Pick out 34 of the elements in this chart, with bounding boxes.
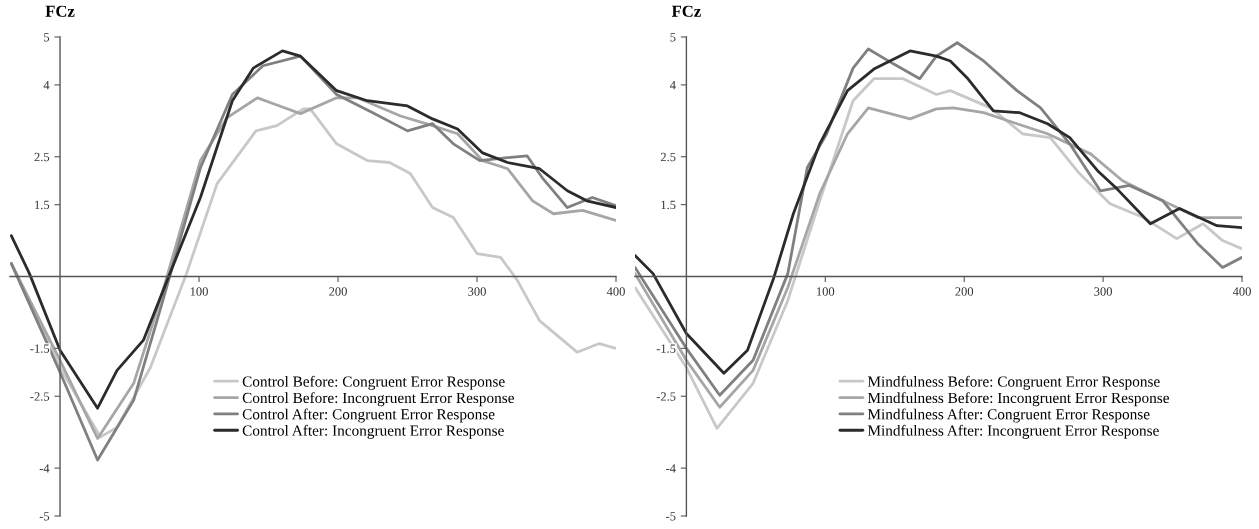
y-tick-label: -2.5 bbox=[30, 392, 50, 401]
legend-label: Control After: Incongruent Error Response bbox=[242, 424, 504, 439]
y-tick-label: 5 bbox=[670, 33, 676, 42]
y-tick-label: -4 bbox=[666, 464, 676, 473]
legend-label: Mindfulness Before: Incongruent Error Response bbox=[867, 392, 1169, 407]
y-tick-label: 2.5 bbox=[34, 152, 50, 162]
y-tick-label: 4 bbox=[43, 81, 50, 90]
y-tick-label: -1.5 bbox=[656, 344, 676, 353]
legend-label: Control After: Congruent Error Response bbox=[242, 408, 495, 423]
legend-label: Mindfulness Before: Congruent Error Response bbox=[867, 375, 1160, 390]
y-axis-title: FCz bbox=[671, 5, 701, 17]
y-tick-label: 2.5 bbox=[660, 152, 676, 162]
x-tick-label: 200 bbox=[329, 287, 347, 296]
x-tick-label: 300 bbox=[468, 287, 486, 296]
x-tick-label: 400 bbox=[1232, 287, 1251, 296]
legend-label: Mindfulness After: Incongruent Error Response bbox=[867, 424, 1159, 439]
x-tick-label: 400 bbox=[606, 287, 625, 296]
y-tick-label: 1.5 bbox=[661, 200, 676, 210]
y-tick-label: 4 bbox=[669, 81, 676, 90]
y-tick-label: 1.5 bbox=[35, 200, 50, 210]
x-tick-label: 100 bbox=[817, 287, 835, 296]
y-tick-label: -1.5 bbox=[30, 344, 50, 353]
y-tick-label: -5 bbox=[666, 512, 676, 521]
y-tick-label: 5 bbox=[44, 33, 50, 42]
x-tick-label: 100 bbox=[190, 287, 208, 296]
x-tick-label: 200 bbox=[955, 287, 974, 296]
legend-label: Control Before: Congruent Error Response bbox=[242, 375, 505, 390]
legend-label: Mindfulness After: Congruent Error Response bbox=[867, 408, 1150, 423]
y-tick-label: -4 bbox=[39, 464, 50, 473]
x-tick-label: 300 bbox=[1094, 287, 1112, 296]
y-tick-label: -5 bbox=[39, 512, 50, 521]
legend-label: Control Before: Incongruent Error Response bbox=[242, 392, 514, 407]
y-axis-title: FCz bbox=[45, 5, 75, 17]
y-tick-label: -2.5 bbox=[656, 392, 676, 401]
